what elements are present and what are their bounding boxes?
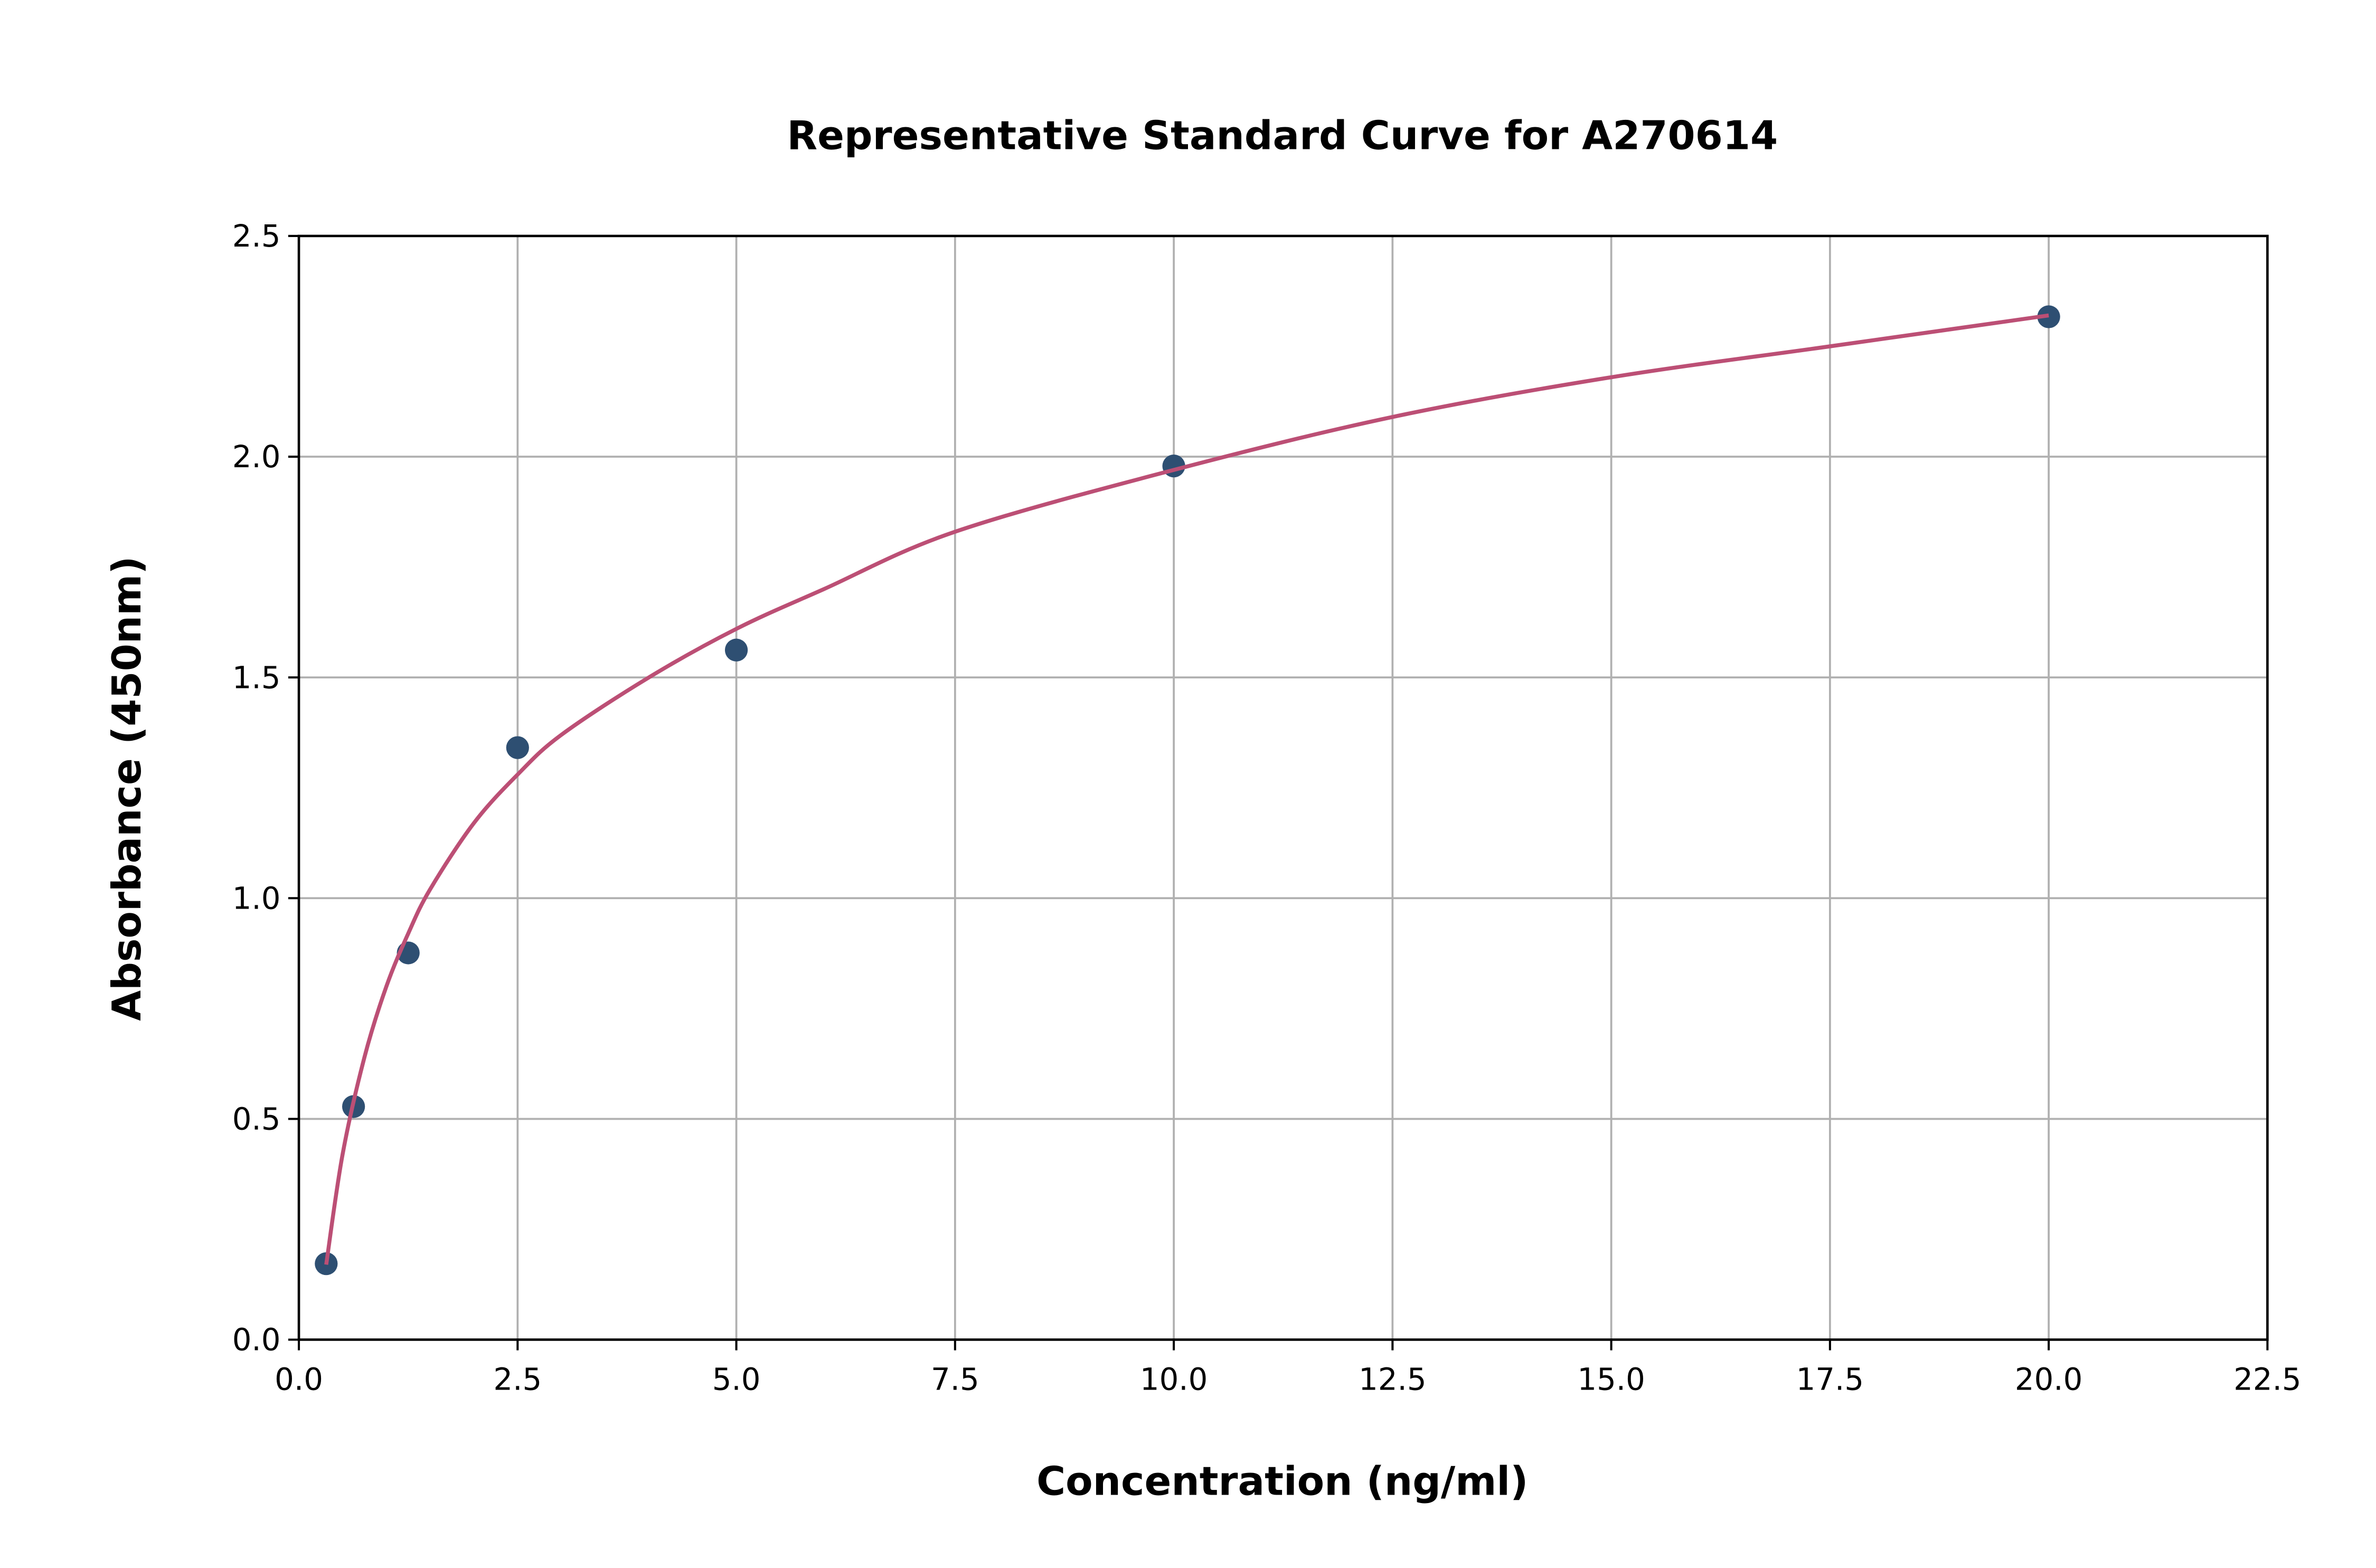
x-tick-label: 17.5 bbox=[1796, 1362, 1864, 1397]
y-tick-label: 1.5 bbox=[232, 659, 281, 695]
x-tick-label: 10.0 bbox=[1140, 1362, 1208, 1397]
plot-marks bbox=[315, 305, 2060, 1276]
y-tick-label: 2.0 bbox=[232, 439, 281, 475]
x-tick-label: 20.0 bbox=[2015, 1362, 2082, 1397]
x-tick-label: 0.0 bbox=[275, 1362, 323, 1397]
y-axis-label: Absorbance (450nm) bbox=[103, 556, 150, 1021]
chart-title: Representative Standard Curve for A27061… bbox=[787, 112, 1778, 159]
x-tick-label: 22.5 bbox=[2233, 1362, 2301, 1397]
x-tick-label: 15.0 bbox=[1577, 1362, 1645, 1397]
y-tick-label: 1.0 bbox=[232, 880, 281, 916]
x-tick-label: 5.0 bbox=[712, 1362, 761, 1397]
plot-frame bbox=[297, 234, 2269, 1341]
y-tick-label: 2.5 bbox=[232, 218, 281, 254]
x-axis-label: Concentration (ng/ml) bbox=[1036, 1458, 1528, 1505]
y-tick-label: 0.0 bbox=[232, 1322, 281, 1358]
y-ticks: 0.0 0.5 1.0 1.5 2.0 2.5 bbox=[232, 218, 299, 1358]
x-tick-label: 7.5 bbox=[931, 1362, 979, 1397]
fit-curve bbox=[324, 313, 2049, 1265]
x-ticks: 0.0 2.5 5.0 7.5 10.0 12.5 15.0 17.5 20.0 22.5 bbox=[275, 1339, 2302, 1397]
data-point bbox=[724, 638, 748, 662]
x-tick-label: 2.5 bbox=[493, 1362, 542, 1397]
x-tick-label: 12.5 bbox=[1359, 1362, 1426, 1397]
y-tick-label: 0.5 bbox=[232, 1101, 281, 1137]
data-point bbox=[506, 736, 529, 759]
